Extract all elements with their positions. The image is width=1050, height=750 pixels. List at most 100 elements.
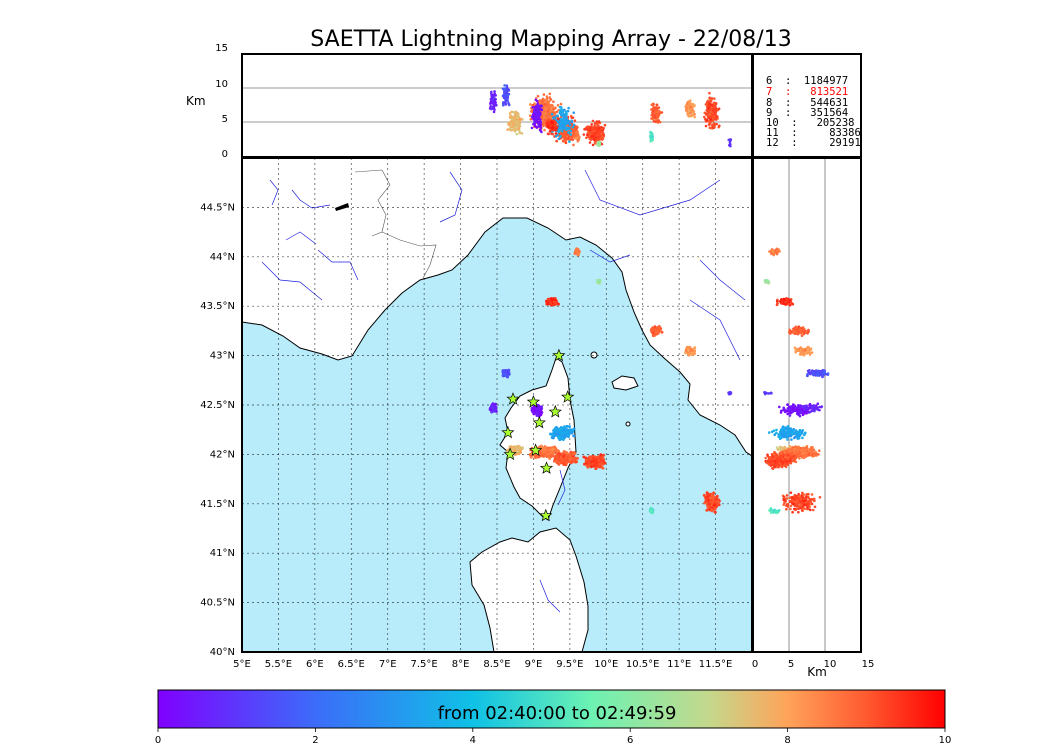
lightning-source-lon-alt bbox=[567, 119, 570, 123]
lightning-source-lon-alt bbox=[655, 119, 659, 123]
lightning-source bbox=[564, 458, 568, 462]
lightning-source-lon-alt bbox=[655, 103, 659, 107]
lightning-source-lon-alt bbox=[506, 128, 510, 131]
lightning-source bbox=[493, 402, 497, 406]
lightning-source bbox=[649, 508, 653, 512]
lightning-source-lon-alt bbox=[567, 106, 570, 110]
lightning-source-lon-alt bbox=[561, 133, 564, 137]
lightning-source-lon-alt bbox=[540, 98, 544, 102]
lightning-source-lon-alt bbox=[550, 132, 553, 136]
lightning-source-lon-alt bbox=[660, 111, 664, 114]
lightning-source-lon-alt bbox=[504, 101, 507, 105]
lightning-source-alt-lat bbox=[792, 457, 796, 461]
lightning-source-lon-alt bbox=[494, 104, 498, 107]
lightning-source-lon-alt bbox=[529, 117, 533, 121]
lightning-source bbox=[656, 331, 660, 335]
lightning-source-lon-alt bbox=[567, 131, 571, 134]
lightning-source-lon-alt bbox=[569, 138, 573, 141]
lightning-source bbox=[712, 491, 716, 495]
lightning-source-lon-alt bbox=[533, 113, 537, 117]
lightning-source bbox=[538, 445, 542, 449]
lightning-source-alt-lat bbox=[768, 456, 772, 459]
lightning-source-alt-lat bbox=[803, 448, 806, 452]
lightning-source-lon-alt bbox=[528, 114, 532, 117]
lightning-source-lon-alt bbox=[532, 117, 535, 121]
lightning-source-alt-lat bbox=[791, 408, 795, 412]
lightning-source-lon-alt bbox=[536, 110, 540, 114]
lightning-source-lon-alt bbox=[489, 102, 492, 105]
longitude-tick-label: 10.5°E bbox=[626, 659, 660, 670]
lightning-source-lon-alt bbox=[561, 127, 565, 130]
lightning-source-lon-alt bbox=[687, 109, 691, 113]
longitude-tick-label: 6°E bbox=[306, 659, 324, 670]
latitude-tick-label: 43°N bbox=[210, 351, 235, 362]
lightning-source-lon-alt bbox=[595, 136, 598, 140]
lightning-source-lon-alt bbox=[567, 127, 571, 130]
source-count-line: 12 : 29191 bbox=[766, 137, 861, 149]
lightning-source bbox=[563, 434, 567, 438]
lightning-source bbox=[713, 507, 717, 511]
lightning-source-lon-alt bbox=[686, 112, 690, 115]
lightning-source-alt-lat bbox=[782, 435, 785, 439]
lightning-source-alt-lat bbox=[776, 448, 780, 452]
lightning-source-lon-alt bbox=[591, 143, 595, 147]
lightning-source-lon-alt bbox=[515, 121, 518, 124]
lightning-source-lon-alt bbox=[595, 120, 599, 123]
lightning-source-lon-alt bbox=[538, 111, 542, 115]
lightning-source-alt-lat bbox=[814, 450, 817, 454]
lightning-source-lon-alt bbox=[533, 124, 537, 128]
lightning-source-lon-alt bbox=[561, 114, 565, 118]
lightning-source bbox=[706, 504, 710, 508]
lightning-source-lon-alt bbox=[552, 100, 555, 103]
lightning-source-alt-lat bbox=[803, 431, 807, 435]
lightning-source-lon-alt bbox=[551, 125, 554, 129]
lightning-source bbox=[706, 492, 710, 496]
lightning-source-lon-alt bbox=[713, 112, 717, 116]
lightning-source-lon-alt bbox=[536, 122, 540, 125]
map-gridlines bbox=[242, 158, 752, 652]
lightning-source-lon-alt bbox=[554, 134, 558, 138]
lightning-source-lon-alt bbox=[576, 135, 580, 139]
lightning-source-lon-alt bbox=[684, 105, 687, 108]
lightning-source-lon-alt bbox=[691, 108, 694, 112]
source-count-line: 11 : 83386 bbox=[766, 127, 861, 139]
lightning-source-lon-alt bbox=[591, 130, 595, 133]
lightning-source bbox=[490, 405, 494, 409]
lightning-source-lon-alt bbox=[597, 131, 601, 134]
lightning-source-lon-alt bbox=[571, 130, 575, 133]
lightning-source-lon-alt bbox=[544, 108, 547, 111]
lightning-source-lon-alt bbox=[548, 92, 552, 96]
lake bbox=[335, 203, 349, 211]
lightning-source-lon-alt bbox=[711, 116, 715, 119]
lightning-source-lon-alt bbox=[569, 114, 573, 118]
lightning-source-alt-lat bbox=[786, 403, 789, 406]
lightning-source-alt-lat bbox=[777, 433, 780, 436]
lightning-source-lon-alt bbox=[515, 113, 519, 117]
lightning-source bbox=[653, 325, 657, 329]
latitude-ticks: 40°N40.5°N41°N41.5°N42°N42.5°N43°N43.5°N… bbox=[200, 202, 235, 658]
lightning-source-lon-alt bbox=[704, 103, 708, 106]
lightning-source bbox=[516, 444, 520, 448]
lightning-source-lon-alt bbox=[559, 113, 563, 116]
lightning-source-lon-alt bbox=[511, 120, 514, 124]
lightning-source-lon-alt bbox=[568, 123, 572, 127]
lightning-source-alt-lat bbox=[800, 407, 804, 411]
lightning-source-lon-alt bbox=[537, 117, 540, 120]
lightning-source-lon-alt bbox=[502, 88, 506, 91]
lightning-source-alt-lat bbox=[808, 447, 812, 451]
lightning-source-lon-alt bbox=[504, 99, 508, 102]
lightning-source-alt-lat bbox=[815, 452, 819, 455]
lightning-source-lon-alt bbox=[545, 95, 549, 98]
lightning-source bbox=[687, 353, 691, 357]
latitude-tick-label: 40.5°N bbox=[200, 598, 235, 609]
lightning-source bbox=[706, 496, 710, 500]
lightning-source-lon-alt bbox=[539, 120, 543, 124]
lightning-source-lon-alt bbox=[690, 113, 694, 117]
lightning-source-lon-alt bbox=[518, 117, 522, 121]
lightning-source-lon-alt bbox=[511, 128, 514, 132]
lightning-source-lon-alt bbox=[569, 133, 573, 136]
lightning-source-lon-alt bbox=[565, 116, 568, 119]
lightning-source bbox=[532, 406, 536, 410]
lightning-source-alt-lat bbox=[774, 455, 777, 459]
